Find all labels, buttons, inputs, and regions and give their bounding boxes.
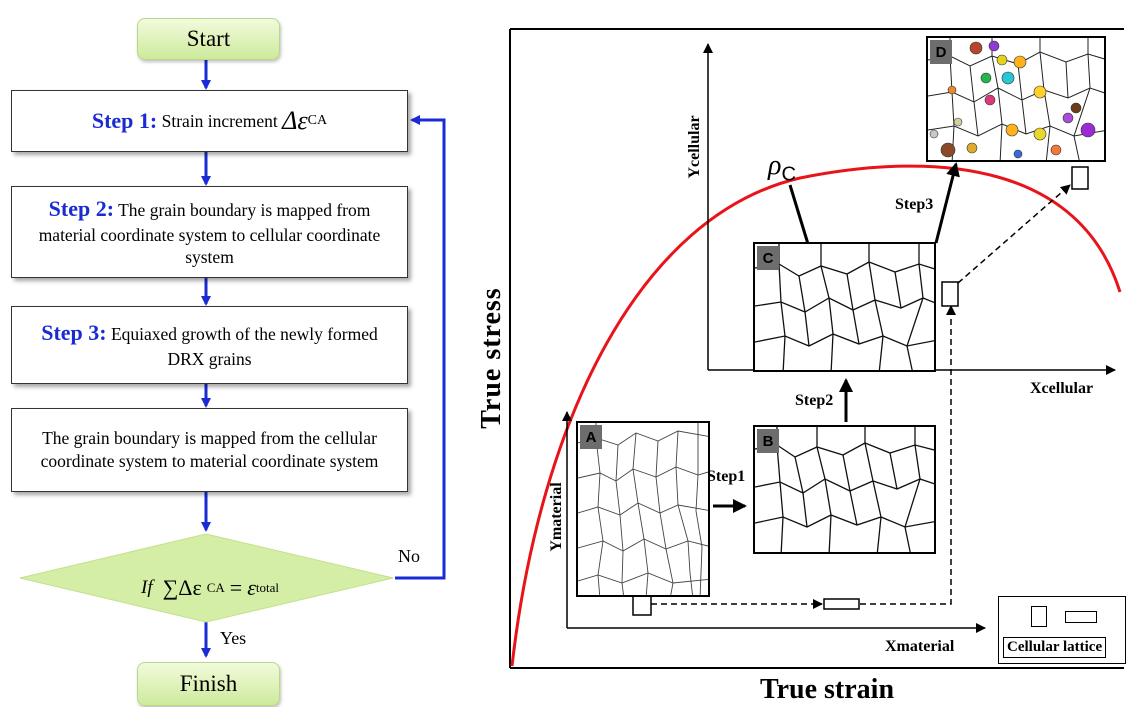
step1-sub: CA: [307, 112, 328, 128]
step3-text: Equiaxed growth of the newly formed DRX …: [110, 324, 378, 369]
rho-label: ρC: [768, 150, 796, 187]
panel-d-tag: D: [930, 40, 952, 64]
decision-if: If: [141, 577, 153, 598]
step4-text: The grain boundary is mapped from the ce…: [40, 428, 379, 471]
step3-box: Step 3: Equiaxed growth of the newly for…: [11, 306, 408, 384]
step3-arrow: [934, 162, 960, 244]
panel-a: A: [576, 421, 710, 597]
decision-sum-sub: CA: [206, 580, 225, 595]
grain-map-d: [928, 38, 1104, 160]
decision-eps-sub: total: [255, 580, 279, 595]
decision-diamond: [19, 533, 394, 623]
cellular-x-label: Xcellular: [1030, 380, 1094, 397]
no-label: No: [398, 546, 420, 566]
step2-box: Step 2: The grain boundary is mapped fro…: [11, 186, 408, 278]
panel-d: D: [926, 36, 1106, 162]
cell-b: [823, 598, 860, 610]
step1-text: Strain increment: [161, 110, 278, 131]
x-axis-title: True strain: [760, 674, 895, 705]
step1-text-label: Step1: [707, 468, 746, 485]
step2-label: Step 2:: [48, 195, 115, 221]
panel-c: C: [753, 242, 936, 372]
step3-text-label: Step3: [895, 196, 934, 213]
step1-symbol: Δε: [282, 106, 308, 136]
grain-map-c: [755, 244, 934, 370]
legend-box: Cellular lattice: [998, 596, 1126, 664]
start-terminal: Start: [137, 18, 280, 60]
start-label: Start: [186, 26, 231, 51]
grain-map-b: [755, 427, 934, 552]
finish-label: Finish: [179, 671, 238, 696]
rho-symbol: ρ: [768, 150, 782, 181]
step3-label: Step 3:: [41, 320, 107, 346]
y-axis-title: True stress: [476, 287, 507, 429]
cell-c: [941, 281, 959, 307]
panel-b: B: [753, 425, 936, 554]
cellular-y-label: Ycellular: [686, 115, 703, 179]
step1-box: Step 1: Strain increment Δε CA: [11, 90, 408, 152]
step1-label: Step 1:: [91, 107, 158, 133]
grain-map-a: [578, 423, 708, 595]
cell-d: [1071, 166, 1089, 190]
panel-a-tag: A: [580, 425, 602, 449]
legend-label: Cellular lattice: [1003, 637, 1107, 658]
material-y-label: Ymaterial: [548, 482, 565, 552]
decision-text: If ∑Δε CA = ε total: [0, 568, 420, 608]
diagram-frame: [509, 28, 1124, 669]
decision-eq: =: [229, 575, 243, 600]
decision-sum: ∑Δε: [162, 575, 202, 600]
finish-terminal: Finish: [137, 662, 280, 706]
step2-text-label: Step2: [795, 392, 834, 409]
legend-cell-tall: [1031, 606, 1047, 627]
decision-eps: ε: [247, 575, 256, 600]
step4-box: The grain boundary is mapped from the ce…: [11, 408, 408, 492]
panel-c-tag: C: [757, 246, 779, 270]
yes-label: Yes: [220, 628, 247, 648]
rho-line: [788, 184, 810, 245]
panel-b-tag: B: [757, 429, 779, 453]
flow-stress-curve: [510, 164, 1122, 667]
legend-cell-wide: [1065, 611, 1097, 623]
material-x-label: Xmaterial: [885, 638, 955, 655]
rho-sub: C: [781, 163, 796, 186]
step2-text: The grain boundary is mapped from materi…: [38, 199, 381, 268]
